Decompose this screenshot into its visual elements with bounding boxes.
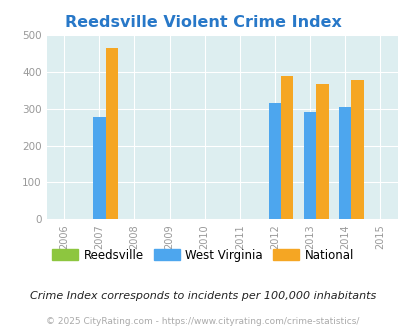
Bar xyxy=(93,117,105,219)
Bar xyxy=(105,48,117,219)
Bar xyxy=(315,84,328,219)
Legend: Reedsville, West Virginia, National: Reedsville, West Virginia, National xyxy=(47,244,358,266)
Bar xyxy=(350,80,363,219)
Bar xyxy=(280,77,293,219)
Text: © 2025 CityRating.com - https://www.cityrating.com/crime-statistics/: © 2025 CityRating.com - https://www.city… xyxy=(46,317,359,326)
Bar xyxy=(268,103,280,219)
Bar xyxy=(303,112,315,219)
Text: Reedsville Violent Crime Index: Reedsville Violent Crime Index xyxy=(64,15,341,30)
Text: Crime Index corresponds to incidents per 100,000 inhabitants: Crime Index corresponds to incidents per… xyxy=(30,291,375,301)
Bar xyxy=(338,108,350,219)
